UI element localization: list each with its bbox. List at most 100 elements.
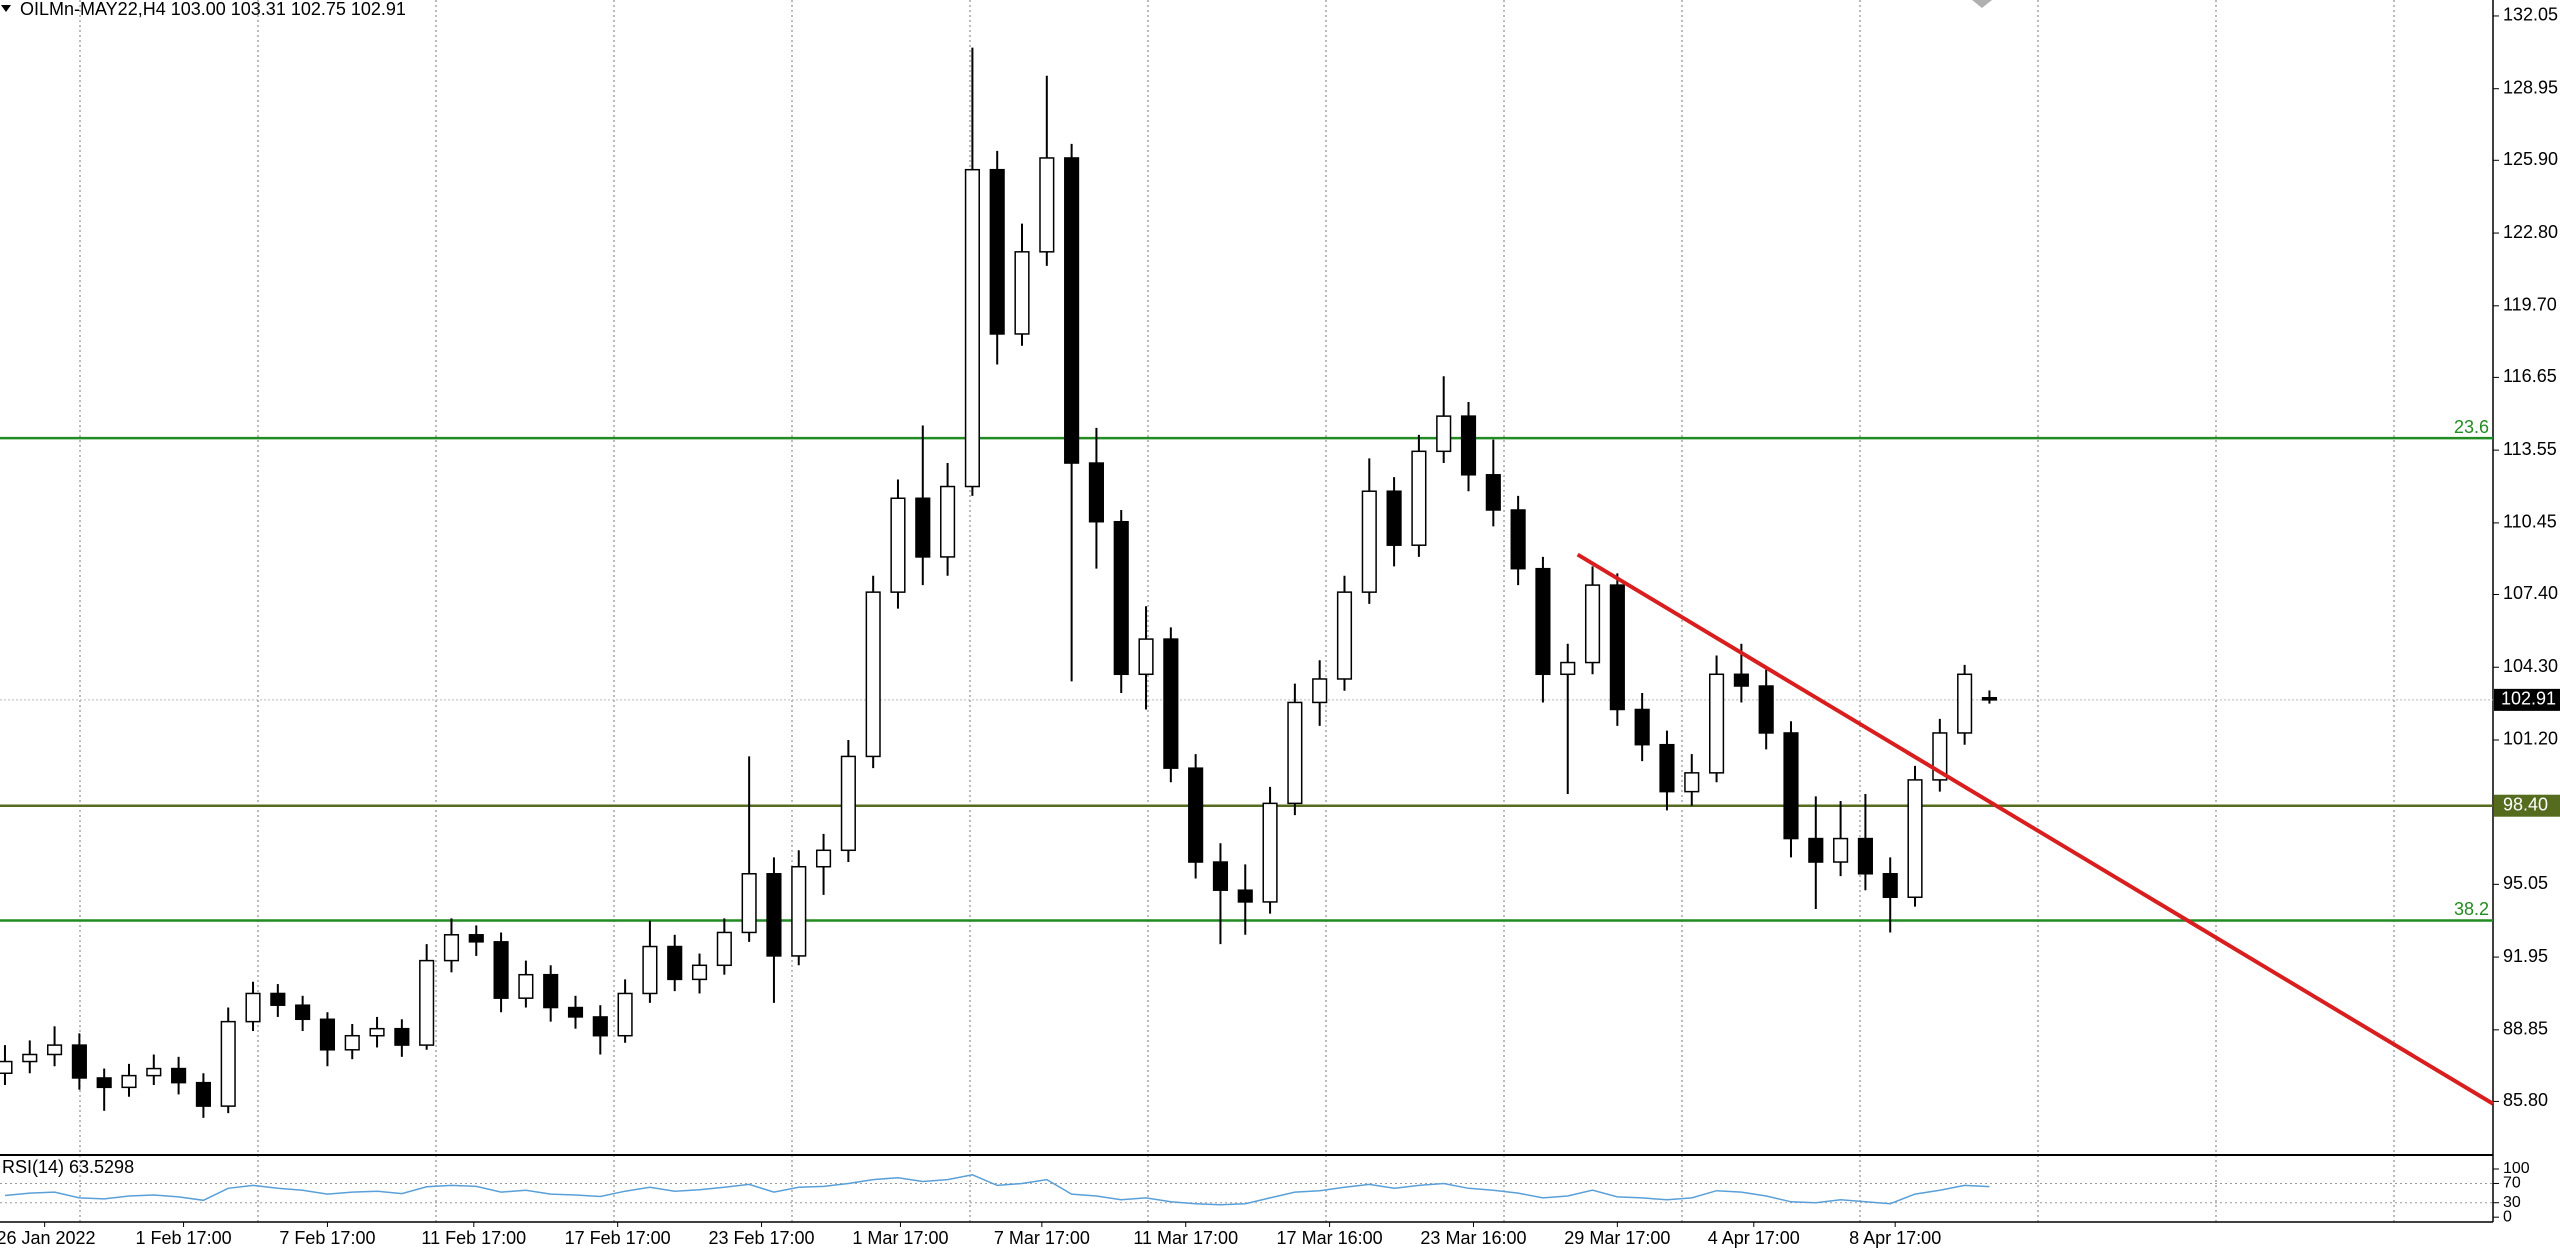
rsi-tick-label: 100 xyxy=(2503,1160,2530,1177)
candle-body xyxy=(1262,802,1278,903)
candle-body xyxy=(369,1027,385,1037)
chart-title: OILMn-MAY22,H4 103.00 103.31 102.75 102.… xyxy=(20,0,406,19)
candle-body xyxy=(1039,157,1055,253)
candle-body xyxy=(171,1067,187,1084)
level-label: 98.40 xyxy=(2503,794,2548,814)
price-label: 102.91 xyxy=(2501,689,2556,709)
candle-body xyxy=(121,1074,137,1089)
candle-body xyxy=(1584,584,1601,664)
y-tick-label: 104.30 xyxy=(2503,656,2558,676)
y-tick-label: 116.65 xyxy=(2503,366,2557,386)
candle-body xyxy=(443,934,460,962)
candle-body xyxy=(319,1018,336,1051)
y-tick-label: 101.20 xyxy=(2503,729,2558,749)
candle-body xyxy=(518,973,534,999)
x-tick-label: 17 Mar 16:00 xyxy=(1277,1228,1383,1248)
y-tick-label: 85.80 xyxy=(2503,1090,2548,1110)
y-tick-label: 88.85 xyxy=(2503,1019,2548,1039)
candle-body xyxy=(1957,673,1973,734)
x-tick-label: 17 Feb 17:00 xyxy=(565,1228,671,1248)
candle-body xyxy=(419,959,435,1046)
candle-body xyxy=(890,497,906,593)
y-tick-label: 125.90 xyxy=(2503,149,2558,169)
candle-body xyxy=(567,1006,584,1018)
candle-body xyxy=(1981,697,1998,701)
candle-body xyxy=(642,945,658,995)
price-label-box xyxy=(2494,688,2560,711)
candle-body xyxy=(394,1027,410,1046)
candle-body xyxy=(1609,584,1625,711)
x-tick-label: 23 Feb 17:00 xyxy=(708,1228,814,1248)
candle-body xyxy=(1485,474,1501,511)
level-label: 23.6 xyxy=(2454,417,2489,437)
candle-body xyxy=(1014,251,1030,335)
candle-body xyxy=(1287,701,1303,805)
candle-body xyxy=(1361,490,1377,593)
level-label: 38.2 xyxy=(2454,899,2489,919)
candle-body xyxy=(1436,415,1452,453)
candle-body xyxy=(865,591,881,758)
candle-body xyxy=(1237,889,1253,903)
candle-body xyxy=(468,934,484,943)
x-tick-label: 11 Feb 17:00 xyxy=(421,1228,526,1248)
candle-body xyxy=(1163,638,1179,769)
x-tick-label: 29 Mar 17:00 xyxy=(1564,1228,1670,1248)
x-tick-label: 8 Apr 17:00 xyxy=(1849,1228,1941,1248)
candle-body xyxy=(741,873,757,934)
rsi-line xyxy=(4,1174,1990,1206)
candle-body xyxy=(1634,708,1650,746)
x-tick-label: 11 Mar 17:00 xyxy=(1133,1228,1238,1248)
candle-body xyxy=(47,1044,63,1056)
candle-body xyxy=(1709,673,1725,774)
candle-body xyxy=(22,1053,38,1063)
level-label-box xyxy=(2494,794,2560,817)
candle-body xyxy=(667,945,683,981)
x-tick-label: 1 Mar 17:00 xyxy=(852,1228,948,1248)
x-tick-label: 23 Mar 16:00 xyxy=(1420,1228,1526,1248)
candle-body xyxy=(716,931,732,967)
candle-body xyxy=(1460,415,1477,476)
candle-body xyxy=(1783,732,1799,840)
collapse-arrow[interactable] xyxy=(1,5,11,12)
candle-body xyxy=(96,1077,112,1089)
candle-body xyxy=(1808,837,1824,863)
candle-body xyxy=(1857,837,1873,875)
rsi-tick-label: 0 xyxy=(2503,1208,2512,1225)
y-tick-label: 110.45 xyxy=(2503,512,2557,532)
candle-body xyxy=(1138,638,1154,676)
y-tick-label: 128.95 xyxy=(2503,77,2558,97)
y-tick-label: 95.05 xyxy=(2503,873,2548,893)
candle-body xyxy=(1907,779,1923,898)
candle-body xyxy=(146,1067,162,1077)
candle-body xyxy=(1560,661,1576,676)
rsi-label: RSI(14) 63.5298 xyxy=(2,1157,134,1177)
candle-body xyxy=(691,964,708,981)
candle-body xyxy=(1386,490,1402,546)
candle-body xyxy=(1188,767,1204,863)
y-tick-label: 132.05 xyxy=(2503,5,2558,25)
candle-body xyxy=(270,992,286,1006)
candle-body xyxy=(617,992,633,1037)
x-tick-label: 1 Feb 17:00 xyxy=(136,1228,232,1248)
candle-body xyxy=(245,992,261,1023)
rsi-tick-label: 30 xyxy=(2503,1194,2521,1211)
candle-body xyxy=(344,1034,360,1051)
candle-body xyxy=(940,485,956,558)
candle-body xyxy=(1411,450,1427,546)
candle-body xyxy=(1833,837,1849,863)
candle-body xyxy=(220,1020,236,1107)
candle-body xyxy=(1312,678,1328,704)
candle-body xyxy=(915,497,931,558)
candle-body xyxy=(1758,685,1774,734)
x-tick-label: 4 Apr 17:00 xyxy=(1708,1228,1800,1248)
shift-marker xyxy=(1972,0,1992,8)
candle-body xyxy=(493,941,509,999)
candle-body xyxy=(791,865,807,957)
candle-body xyxy=(1064,157,1080,464)
y-tick-label: 122.80 xyxy=(2503,222,2558,242)
candle-body xyxy=(989,168,1005,335)
y-tick-label: 119.70 xyxy=(2503,295,2557,315)
x-tick-label: 7 Feb 17:00 xyxy=(279,1228,375,1248)
